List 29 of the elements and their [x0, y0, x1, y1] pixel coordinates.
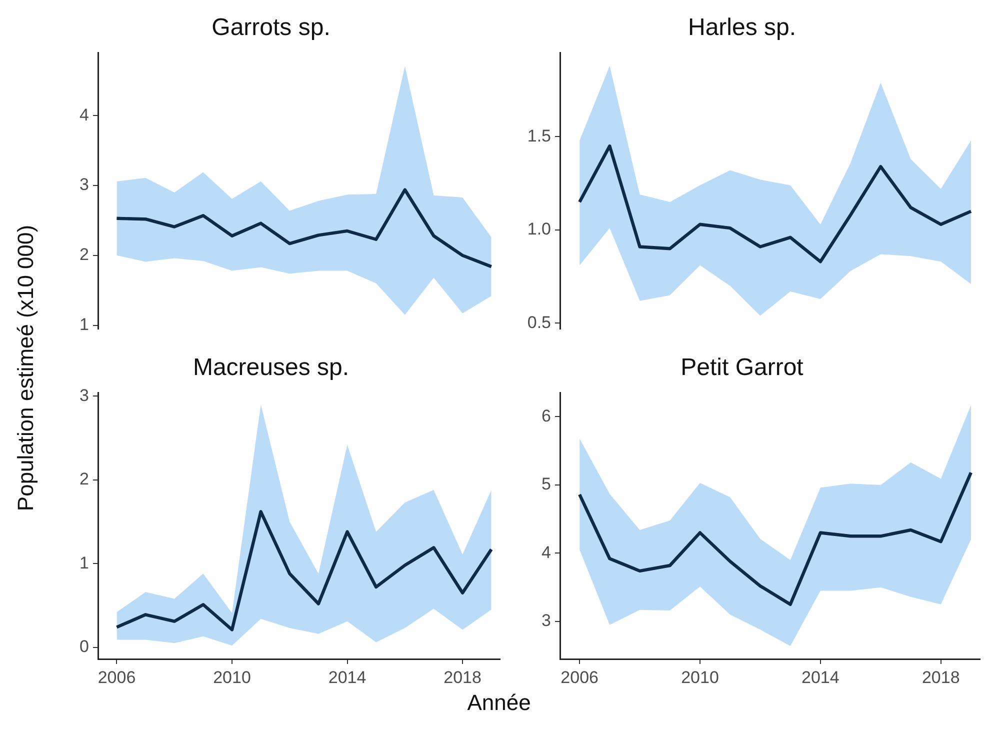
x-axis-title: Année: [466, 690, 532, 716]
x-tick-label: 2018: [444, 668, 482, 687]
y-tick-label: 3: [542, 611, 551, 630]
chart-title: Petit Garrot: [680, 354, 804, 382]
y-tick-label: 2: [80, 245, 89, 264]
y-tick-label: 6: [542, 406, 551, 426]
y-tick-label: 3: [80, 386, 89, 405]
x-tick-label: 2006: [560, 668, 598, 687]
y-tick-label: 0.5: [527, 312, 551, 332]
y-tick-label: 3: [80, 175, 89, 194]
y-tick-label: 1: [80, 314, 89, 334]
y-tick-label: 4: [542, 542, 551, 562]
x-tick-label: 2014: [328, 668, 366, 687]
x-tick-label: 2006: [98, 668, 136, 687]
x-tick-label: 2010: [213, 668, 251, 687]
y-tick-label: 5: [542, 474, 551, 494]
y-tick-label: 1.5: [527, 126, 551, 146]
chart-title: Macreuses sp.: [192, 354, 350, 382]
y-tick-label: 1.0: [527, 220, 551, 239]
x-tick-label: 2018: [922, 668, 960, 687]
chart-title: Garrots sp.: [212, 14, 330, 42]
y-tick-label: 4: [80, 105, 89, 124]
y-axis-title: Population estimeé (x10 000): [13, 224, 39, 512]
x-tick-label: 2010: [681, 668, 719, 687]
y-tick-label: 1: [80, 553, 89, 572]
y-tick-label: 0: [80, 636, 89, 656]
x-tick-label: 2014: [802, 668, 840, 687]
chart-title: Harles sp.: [688, 14, 796, 42]
y-tick-label: 2: [80, 470, 89, 489]
